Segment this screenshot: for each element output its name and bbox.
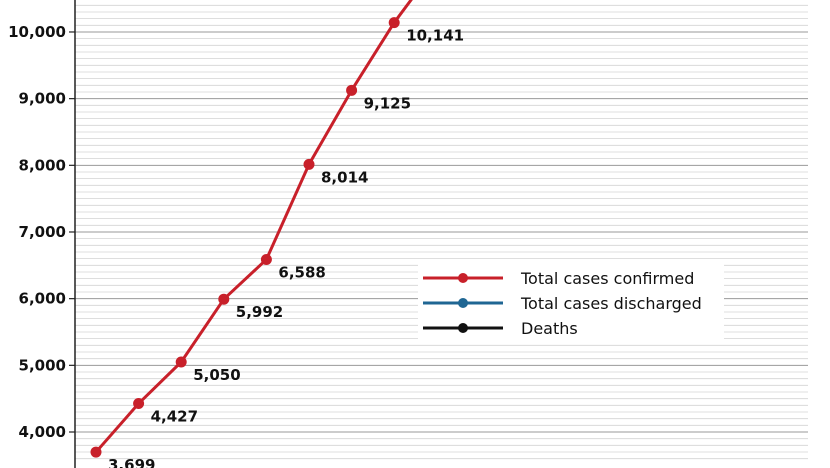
y-tick-label: 8,000 <box>19 156 66 174</box>
data-label: 4,427 <box>151 408 198 426</box>
y-tick-label: 6,000 <box>19 290 66 308</box>
legend-item-deaths: Deaths <box>423 319 578 338</box>
data-label: 3,699 <box>108 456 155 468</box>
data-labels: 3,699 4,427 5,050 5,992 6,588 8,014 9,125 10,14… <box>108 27 464 468</box>
data-label: 6,588 <box>278 263 325 281</box>
legend-marker-deaths <box>458 323 468 333</box>
data-label: 5,050 <box>193 366 240 384</box>
legend: Total cases confirmed Total cases discha… <box>418 262 724 344</box>
y-tick-label: 4,000 <box>19 423 66 441</box>
data-point <box>346 84 358 96</box>
data-point <box>133 398 145 410</box>
y-axis: 4,000 5,000 6,000 7,000 8,000 9,000 10,000 <box>8 0 76 468</box>
y-tick-label: 9,000 <box>19 90 66 108</box>
y-tick-label: 7,000 <box>19 223 66 241</box>
legend-label-discharged: Total cases discharged <box>520 294 702 313</box>
data-point <box>175 356 187 368</box>
data-label: 5,992 <box>236 303 283 321</box>
series-layer <box>90 0 413 458</box>
data-point <box>260 253 272 265</box>
data-label: 9,125 <box>364 94 411 112</box>
data-point <box>90 446 102 458</box>
legend-marker-discharged <box>458 298 468 308</box>
y-tick-label: 5,000 <box>19 356 66 374</box>
y-tick-label: 10,000 <box>8 23 66 41</box>
data-point <box>303 158 315 170</box>
legend-item-confirmed: Total cases confirmed <box>423 269 694 288</box>
data-label: 10,141 <box>406 27 464 45</box>
legend-label-confirmed: Total cases confirmed <box>520 269 694 288</box>
legend-marker-confirmed <box>458 273 468 283</box>
data-point <box>388 17 400 29</box>
data-point <box>218 293 230 305</box>
data-label: 8,014 <box>321 168 368 186</box>
legend-label-deaths: Deaths <box>521 319 578 338</box>
legend-item-discharged: Total cases discharged <box>423 294 702 313</box>
